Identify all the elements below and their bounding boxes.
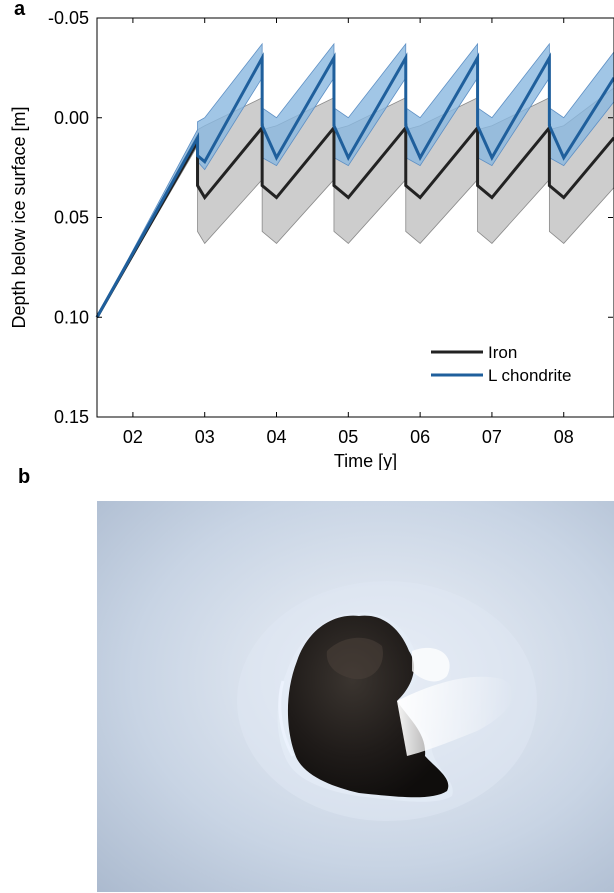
- panel-label-b: b: [18, 466, 31, 488]
- x-tick-label: 06: [410, 427, 430, 447]
- legend-label: Iron: [488, 343, 517, 362]
- x-tick-label: 02: [123, 427, 143, 447]
- y-tick-label: 0.15: [54, 407, 89, 427]
- x-axis-label: Time [y]: [334, 451, 397, 470]
- x-tick-label: 04: [266, 427, 286, 447]
- y-axis-label: Depth below ice surface [m]: [9, 106, 29, 328]
- x-tick-label: 08: [554, 427, 574, 447]
- y-tick-label: -0.05: [48, 8, 89, 28]
- y-tick-label: 0.00: [54, 108, 89, 128]
- y-tick-label: 0.05: [54, 208, 89, 228]
- meteorite-photo: [97, 501, 614, 892]
- x-tick-label: 07: [482, 427, 502, 447]
- line-iron: [95, 123, 614, 318]
- legend-label: L chondrite: [488, 366, 571, 385]
- meteorite-on-ice-image: [97, 501, 614, 892]
- legend: Iron L chondrite: [431, 343, 571, 385]
- series-lines: [95, 52, 614, 318]
- x-tick-label: 05: [338, 427, 358, 447]
- band-l-chondrite: [96, 42, 614, 318]
- x-tick-label: 03: [195, 427, 215, 447]
- y-tick-label: 0.10: [54, 307, 89, 327]
- depth-chart: 02 03 04 05 06 07 08 -0.05 0.00 0.05 0.10 0.15 Tim…: [9, 8, 614, 470]
- panel-label-a: a: [14, 0, 26, 20]
- x-axis-ticks: 02 03 04 05 06 07 08: [123, 18, 574, 447]
- line-l-chondrite: [95, 52, 614, 318]
- y-axis-ticks: -0.05 0.00 0.05 0.10 0.15: [48, 8, 613, 427]
